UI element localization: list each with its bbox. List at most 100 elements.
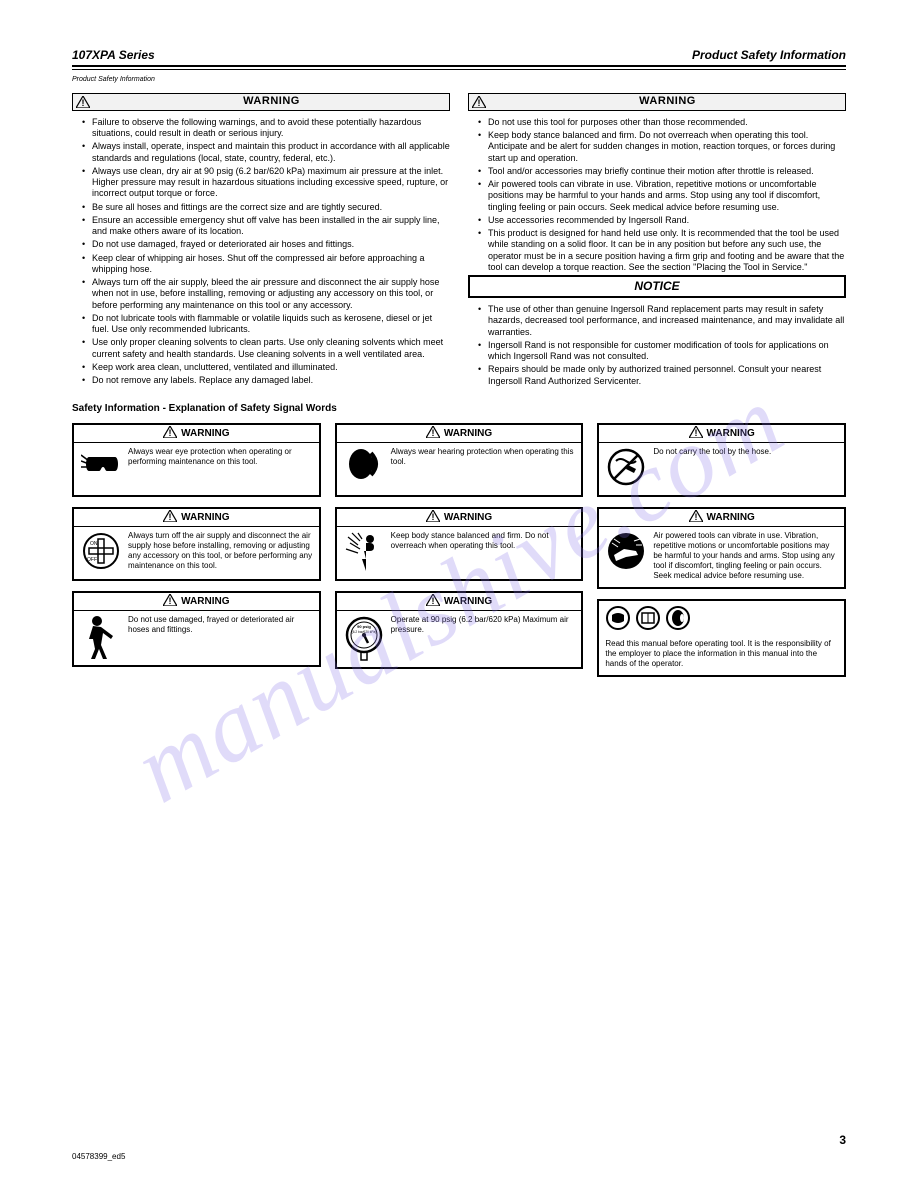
alert-triangle-icon: ! — [426, 510, 440, 525]
list-item: •Repairs should be made only by authoriz… — [478, 364, 846, 387]
safety-panel: ! WARNING Always wear eye protection when … — [72, 423, 321, 497]
header-right: Product Safety Information — [692, 48, 846, 63]
panel-signal-word: WARNING — [707, 428, 755, 441]
panel-text: Operate at 90 psig (6.2 bar/620 kPa) Max… — [391, 615, 576, 661]
panel-head: ! WARNING — [74, 593, 319, 611]
bullet: • — [82, 375, 92, 386]
list-text: Use only proper cleaning solvents to cle… — [92, 337, 450, 360]
trio-icon — [605, 605, 838, 634]
list-text: Do not lubricate tools with flammable or… — [92, 313, 450, 336]
svg-text:!: ! — [169, 428, 172, 438]
list-item: •Do not remove any labels. Replace any d… — [82, 375, 450, 386]
list-item: •Always install, operate, inspect and ma… — [82, 141, 450, 164]
notice-list: •The use of other than genuine Ingersoll… — [478, 304, 846, 387]
warning-word: WARNING — [94, 95, 449, 109]
list-item: •Always turn off the air supply, bleed t… — [82, 277, 450, 311]
bullet: • — [82, 313, 92, 336]
whip-icon — [343, 531, 385, 573]
safety-panel: !WARNING90 psig(6.2 bar/620 kPa)Operate … — [335, 591, 584, 669]
list-text: Do not use damaged, frayed or deteriorat… — [92, 239, 450, 250]
list-item: •Keep work area clean, uncluttered, vent… — [82, 362, 450, 373]
ear-icon — [343, 447, 385, 489]
list-item: •Use only proper cleaning solvents to cl… — [82, 337, 450, 360]
safety-panel: ! WARNING Air powered tools can vibrate in… — [597, 507, 846, 589]
rule-thin — [72, 69, 846, 70]
bullet: • — [82, 239, 92, 250]
list-item: •Use accessories recommended by Ingersol… — [478, 215, 846, 226]
list-text: Keep clear of whipping air hoses. Shut o… — [92, 253, 450, 276]
panel-body: Do not carry the tool by the hose. — [599, 443, 844, 495]
panel-head: ! WARNING — [74, 509, 319, 527]
panel-text: Do not carry the tool by the hose. — [653, 447, 838, 489]
bullet: • — [478, 364, 488, 387]
panel-text: Always wear eye protection when operatin… — [128, 447, 313, 489]
list-item: •Ingersoll Rand is not responsible for c… — [478, 340, 846, 363]
panel-signal-word: WARNING — [444, 512, 492, 525]
bullet: • — [478, 228, 488, 273]
alert-triangle-icon: ! — [163, 594, 177, 609]
panel-body: Do not use damaged, frayed or deteriorat… — [74, 611, 319, 665]
alert-triangle-icon: ! — [426, 594, 440, 609]
bullet: • — [82, 277, 92, 311]
panel-signal-word: WARNING — [444, 428, 492, 441]
nocarry-icon — [605, 447, 647, 489]
safety-panels: ! WARNING Always wear eye protection when … — [72, 423, 846, 676]
warning-header-left: ! WARNING — [72, 93, 450, 111]
panel-body: Air powered tools can vibrate in use. Vi… — [599, 527, 844, 587]
panel-body: Read this manual before operating tool. … — [599, 601, 844, 674]
panel-signal-word: WARNING — [181, 596, 229, 609]
list-item: •Air powered tools can vibrate in use. V… — [478, 179, 846, 213]
panel-text: Do not use damaged, frayed or deteriorat… — [128, 615, 313, 659]
list-text: Ingersoll Rand is not responsible for cu… — [488, 340, 846, 363]
bullet: • — [478, 304, 488, 338]
bullet: • — [82, 253, 92, 276]
alert-triangle-icon: ! — [163, 426, 177, 441]
bullet: • — [82, 215, 92, 238]
svg-text:!: ! — [431, 428, 434, 438]
svg-text:ON: ON — [90, 541, 98, 547]
panel-col-1: ! WARNING Always wear eye protection when … — [72, 423, 321, 676]
form-number: 04578399_ed5 — [72, 1152, 125, 1162]
bullet: • — [478, 179, 488, 213]
svg-text:!: ! — [431, 512, 434, 522]
list-text: Failure to observe the following warning… — [92, 117, 450, 140]
col-left: ! WARNING •Failure to observe the follow… — [72, 93, 450, 389]
bullet: • — [82, 166, 92, 200]
safety-panel: !WARNINGONOFFAlways turn off the air sup… — [72, 507, 321, 581]
list-text: Do not remove any labels. Replace any da… — [92, 375, 450, 386]
svg-text:!: ! — [694, 512, 697, 522]
panel-signal-word: WARNING — [707, 512, 755, 525]
col-right: ! WARNING •Do not use this tool for purp… — [468, 93, 846, 389]
safety-panel: !WARNINGKeep body stance balanced and fi… — [335, 507, 584, 581]
list-text: Always install, operate, inspect and mai… — [92, 141, 450, 164]
bullet: • — [478, 215, 488, 226]
warning-list-right: •Do not use this tool for purposes other… — [478, 117, 846, 273]
panel-head: ! WARNING — [337, 509, 582, 527]
list-text: The use of other than genuine Ingersoll … — [488, 304, 846, 338]
alert-triangle-icon: ! — [76, 96, 90, 108]
goggles-icon — [80, 447, 122, 489]
panel-signal-word: WARNING — [181, 428, 229, 441]
alert-triangle-icon: ! — [163, 510, 177, 525]
bullet: • — [82, 117, 92, 140]
bullet: • — [478, 117, 488, 128]
panel-text: Always wear hearing protection when oper… — [391, 447, 576, 489]
panel-signal-word: WARNING — [181, 512, 229, 525]
list-text: Use accessories recommended by Ingersoll… — [488, 215, 846, 226]
panel-body: Always wear hearing protection when oper… — [337, 443, 582, 495]
safety-panel: !WARNING Do not carry the tool by the hos… — [597, 423, 846, 497]
list-item: •Be sure all hoses and fittings are the … — [82, 202, 450, 213]
safety-panel: ! WARNING Always wear hearing protection w… — [335, 423, 584, 497]
list-item: •Tool and/or accessories may briefly con… — [478, 166, 846, 177]
panel-text: Air powered tools can vibrate in use. Vi… — [653, 531, 838, 581]
svg-text:!: ! — [169, 512, 172, 522]
alert-triangle-icon: ! — [426, 426, 440, 441]
safety-panel: ! WARNING Do not use damaged, frayed or de… — [72, 591, 321, 667]
list-item: •Do not lubricate tools with flammable o… — [82, 313, 450, 336]
panel-signal-word: WARNING — [444, 596, 492, 609]
panel-head: !WARNING — [599, 425, 844, 443]
warning-list-left: •Failure to observe the following warnin… — [82, 117, 450, 387]
alert-triangle-icon: ! — [472, 96, 486, 108]
list-text: This product is designed for hand held u… — [488, 228, 846, 273]
panel-body: Always wear eye protection when operatin… — [74, 443, 319, 495]
